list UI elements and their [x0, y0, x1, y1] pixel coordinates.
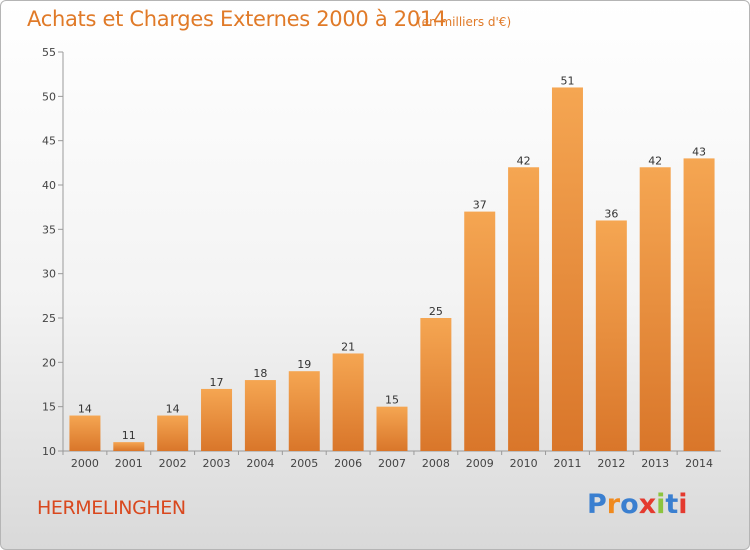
data-label-2005: 19: [297, 358, 311, 371]
y-tick-label: 30: [42, 268, 56, 281]
x-tick-label-2005: 2005: [290, 457, 318, 470]
chart-bars: [69, 87, 715, 451]
y-tick-label: 25: [42, 312, 56, 325]
logo-letter: P: [587, 489, 607, 520]
bar-2001: [113, 442, 145, 451]
y-tick-label: 50: [42, 90, 56, 103]
bar-2000: [69, 415, 101, 451]
x-tick-label-2012: 2012: [597, 457, 625, 470]
data-label-2002: 14: [166, 403, 180, 416]
logo-letter: t: [665, 489, 679, 520]
bar-2014: [683, 158, 715, 451]
y-tick-label: 40: [42, 179, 56, 192]
data-label-2001: 11: [122, 429, 136, 442]
data-label-2014: 43: [692, 145, 706, 158]
logo-letter: i: [678, 489, 688, 520]
y-tick-label: 35: [42, 223, 56, 236]
bar-2010: [508, 167, 540, 451]
bar-2007: [376, 406, 408, 451]
x-tick-label-2011: 2011: [553, 457, 581, 470]
bar-2012: [595, 220, 627, 451]
y-tick-label: 10: [42, 445, 56, 458]
data-label-2000: 14: [78, 403, 92, 416]
x-tick-label-2004: 2004: [246, 457, 274, 470]
y-tick-label: 20: [42, 356, 56, 369]
y-tick-label: 45: [42, 135, 56, 148]
bar-2005: [288, 371, 320, 451]
bar-2006: [332, 353, 364, 451]
x-tick-label-2001: 2001: [115, 457, 143, 470]
chart-title: Achats et Charges Externes 2000 à 2014: [27, 7, 447, 31]
x-tick-label-2006: 2006: [334, 457, 362, 470]
data-label-2004: 18: [253, 367, 267, 380]
data-label-2007: 15: [385, 394, 399, 407]
data-label-2010: 42: [517, 154, 531, 167]
bar-2009: [464, 211, 496, 451]
data-label-2012: 36: [604, 207, 618, 220]
logo-letter: o: [620, 489, 639, 520]
logo-letter: x: [638, 489, 657, 520]
data-label-2011: 51: [560, 74, 574, 87]
proxiti-logo: Proxiti: [587, 489, 688, 520]
y-tick-label: 55: [42, 46, 56, 59]
bar-2008: [420, 318, 452, 451]
data-label-2013: 42: [648, 154, 662, 167]
data-label-2009: 37: [473, 199, 487, 212]
bar-2004: [244, 380, 276, 451]
bar-2002: [157, 415, 189, 451]
x-tick-label-2007: 2007: [378, 457, 406, 470]
commune-name: HERMELINGHEN: [37, 497, 186, 519]
x-tick-label-2003: 2003: [203, 457, 231, 470]
data-label-2008: 25: [429, 305, 443, 318]
data-label-2003: 17: [210, 376, 224, 389]
bar-2003: [201, 388, 233, 451]
x-tick-label-2009: 2009: [466, 457, 494, 470]
x-tick-label-2000: 2000: [71, 457, 99, 470]
logo-letter: i: [656, 489, 666, 520]
bar-2011: [551, 87, 583, 451]
x-tick-label-2008: 2008: [422, 457, 450, 470]
x-tick-label-2013: 2013: [641, 457, 669, 470]
x-tick-label-2014: 2014: [685, 457, 713, 470]
x-tick-label-2010: 2010: [510, 457, 538, 470]
data-label-2006: 21: [341, 340, 355, 353]
y-tick-label: 15: [42, 401, 56, 414]
chart-labels: 14 2000 11 2001 14 2002 17 2003 18 2004 19 2005 21 20…: [71, 74, 713, 470]
logo-letter: r: [606, 489, 621, 520]
bar-2013: [639, 167, 671, 451]
chart-subtitle: (en milliers d'€): [417, 15, 512, 29]
x-tick-label-2002: 2002: [159, 457, 187, 470]
